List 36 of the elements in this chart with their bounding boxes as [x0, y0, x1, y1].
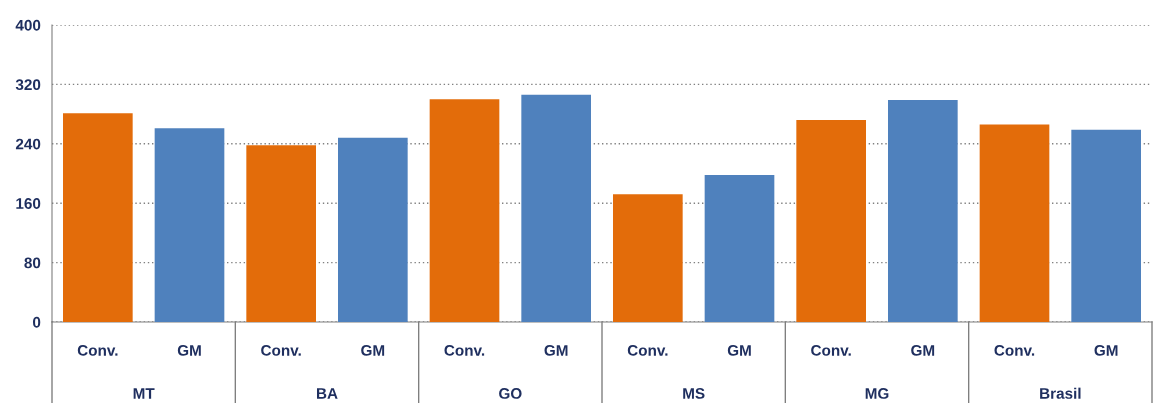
bar [429, 99, 500, 322]
x-tick-label: MG [865, 388, 889, 399]
y-tick-label: 80 [24, 257, 41, 269]
series-label: Conv. [77, 344, 118, 356]
text: Conv. [261, 344, 301, 356]
x-tick-label: MT [133, 388, 155, 399]
bar [796, 120, 866, 322]
text: Conv. [444, 344, 485, 356]
x-tick-label: GO [499, 388, 522, 399]
series-label: GM [177, 344, 201, 356]
bar [521, 94, 591, 322]
bar [979, 124, 1050, 322]
bar [338, 137, 408, 322]
bar [888, 99, 958, 322]
text: Conv. [994, 344, 1035, 356]
bar [246, 145, 316, 322]
y-tick-label: 240 [15, 138, 41, 150]
text: GM [1094, 344, 1118, 356]
x-tick-label: Brasil [1040, 387, 1081, 399]
bar [704, 174, 775, 322]
x-tick-label: MS [683, 388, 705, 399]
y-tick-label: 160 [16, 198, 41, 209]
text: GM [544, 344, 568, 356]
text: GM [361, 344, 385, 356]
text: Conv. [627, 344, 668, 356]
bar [1071, 129, 1141, 322]
bar [63, 113, 133, 322]
text: GM [911, 344, 935, 356]
bar [613, 194, 683, 322]
text: GM [727, 344, 751, 356]
x-tick-label: BA [316, 388, 338, 399]
bar [154, 128, 225, 322]
y-tick-label: 400 [15, 19, 41, 31]
text: Conv. [811, 344, 851, 356]
y-tick-label: 320 [15, 79, 41, 91]
y-tick-label: 0 [33, 316, 41, 328]
